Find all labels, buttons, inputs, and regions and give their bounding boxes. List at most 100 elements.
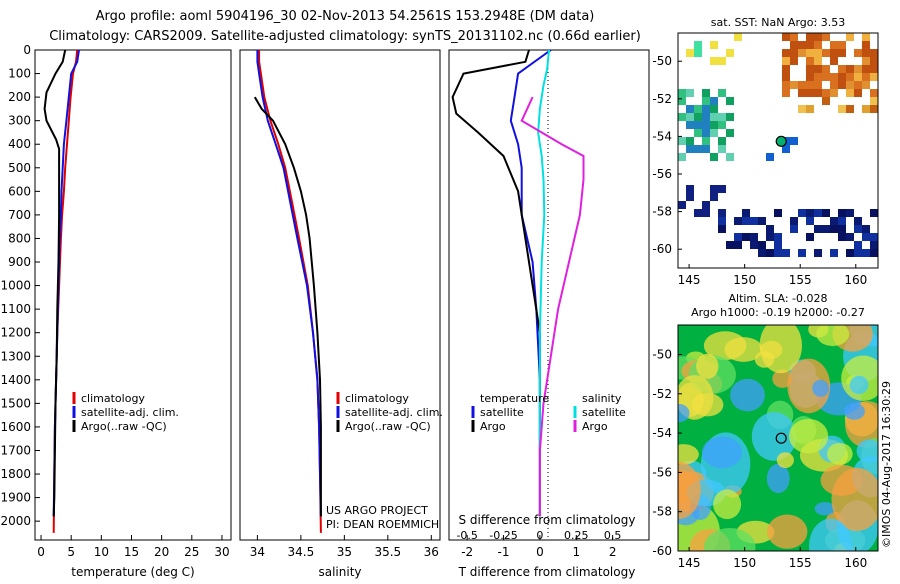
map-y-tick-label: -58 [652, 505, 672, 519]
sst-cell [862, 81, 870, 89]
sst-cell [734, 233, 742, 241]
legend-salinity-title: salinity [582, 392, 622, 405]
map-y-tick-label: -50 [652, 54, 672, 68]
sst-cell [854, 65, 862, 73]
sst-cell [718, 89, 726, 97]
sst-cell [838, 81, 846, 89]
sst-cell [726, 97, 734, 105]
sst-cell [718, 225, 726, 233]
x-tick-label: 2 [609, 545, 617, 559]
sst-cell [702, 201, 710, 209]
sst-cell [846, 73, 854, 81]
depth-tick-label: 300 [8, 114, 31, 128]
sst-cell [702, 89, 710, 97]
sst-cell [846, 105, 854, 113]
sst-cell [782, 81, 790, 89]
sst-cell [678, 89, 686, 97]
sst-cell [710, 193, 718, 201]
sst-cell [862, 33, 870, 41]
sst-map-title: sat. SST: NaN Argo: 3.53 [711, 16, 845, 29]
sst-cell [838, 217, 846, 225]
depth-tick-label: 1700 [0, 443, 31, 457]
map-x-tick-label: 145 [678, 273, 701, 287]
depth-tick-label: 0 [23, 43, 31, 57]
sst-cell [846, 33, 854, 41]
sst-cell [686, 145, 694, 153]
sst-cell [774, 249, 782, 257]
depth-tick-label: 500 [8, 161, 31, 175]
sst-cell [774, 233, 782, 241]
sst-cell [862, 105, 870, 113]
sst-cell [798, 249, 806, 257]
legend-climatology: climatology [345, 392, 409, 405]
sla-blob [849, 375, 869, 395]
depth-tick-label: 100 [8, 67, 31, 81]
sst-cell [870, 57, 878, 65]
sst-cell [814, 41, 822, 49]
sst-cell [814, 225, 822, 233]
map-y-tick-label: -50 [652, 347, 672, 361]
sst-cell [710, 129, 718, 137]
sst-cell [838, 73, 846, 81]
x-tick-label: -2 [461, 545, 473, 559]
legend-temperature-title: temperature [480, 392, 549, 405]
sst-cell [782, 145, 790, 153]
sst-cell [782, 49, 790, 57]
series-line-temperature-satellite [509, 49, 552, 517]
sst-cell [702, 121, 710, 129]
sst-cell [870, 73, 878, 81]
x-tick-label: 0 [536, 545, 544, 559]
salinity-xlabel: salinity [318, 565, 361, 579]
legend-climatology: climatology [81, 392, 145, 405]
depth-tick-label: 1200 [0, 326, 31, 340]
sst-map-axes: 145 150 155 160 -50 -52 -54 -56 -58 -60 [652, 54, 867, 287]
sst-cell [822, 33, 830, 41]
sst-cell [774, 209, 782, 217]
sst-cell [702, 113, 710, 121]
sst-cell [710, 185, 718, 193]
x-tick-label: 10 [94, 545, 109, 559]
sst-cell [726, 113, 734, 121]
sst-cell [678, 137, 686, 145]
sst-cell [846, 209, 854, 217]
sla-blob [766, 463, 790, 494]
sla-map-title: Altim. SLA: -0.028 [728, 292, 827, 305]
sst-cell [814, 209, 822, 217]
sst-cell [710, 121, 718, 129]
sst-cell [758, 217, 766, 225]
sst-cell [822, 209, 830, 217]
sla-blob [724, 337, 763, 362]
sst-cell [870, 249, 878, 257]
depth-axis: 0 100 200 300 400 500 600 700 800 900 1000 1100 1200… [0, 43, 40, 528]
sst-cell [790, 225, 798, 233]
x-tick-label-salinity: 0 [536, 529, 543, 542]
sla-blob [767, 514, 808, 549]
map-y-tick-label: -60 [652, 242, 672, 256]
sst-cell [782, 73, 790, 81]
sst-cell [862, 233, 870, 241]
sla-blob [843, 403, 865, 420]
sst-cell [734, 241, 742, 249]
sst-cell [806, 81, 814, 89]
depth-tick-label: 1100 [0, 302, 31, 316]
series-line-satellite-adj-clim- [256, 50, 322, 517]
sst-cell [702, 97, 710, 105]
depth-tick-label: 700 [8, 208, 31, 222]
sst-cell [702, 145, 710, 153]
sst-map-cells [678, 33, 878, 257]
sst-cell [718, 121, 726, 129]
difference-series [451, 49, 585, 517]
sst-cell [870, 209, 878, 217]
sst-cell [822, 49, 830, 57]
difference-x-axis-salinity: -0.5 -0.25 0 0.25 0.5 [456, 529, 621, 542]
sst-cell [790, 41, 798, 49]
sst-cell [718, 57, 726, 65]
sla-blob [788, 418, 829, 454]
sst-cell [862, 225, 870, 233]
depth-tick-label: 800 [8, 231, 31, 245]
sla-blob [776, 452, 794, 469]
sla-blob [678, 461, 701, 520]
sst-cell [782, 65, 790, 73]
map-x-tick-label: 150 [733, 273, 756, 287]
sst-cell [862, 65, 870, 73]
